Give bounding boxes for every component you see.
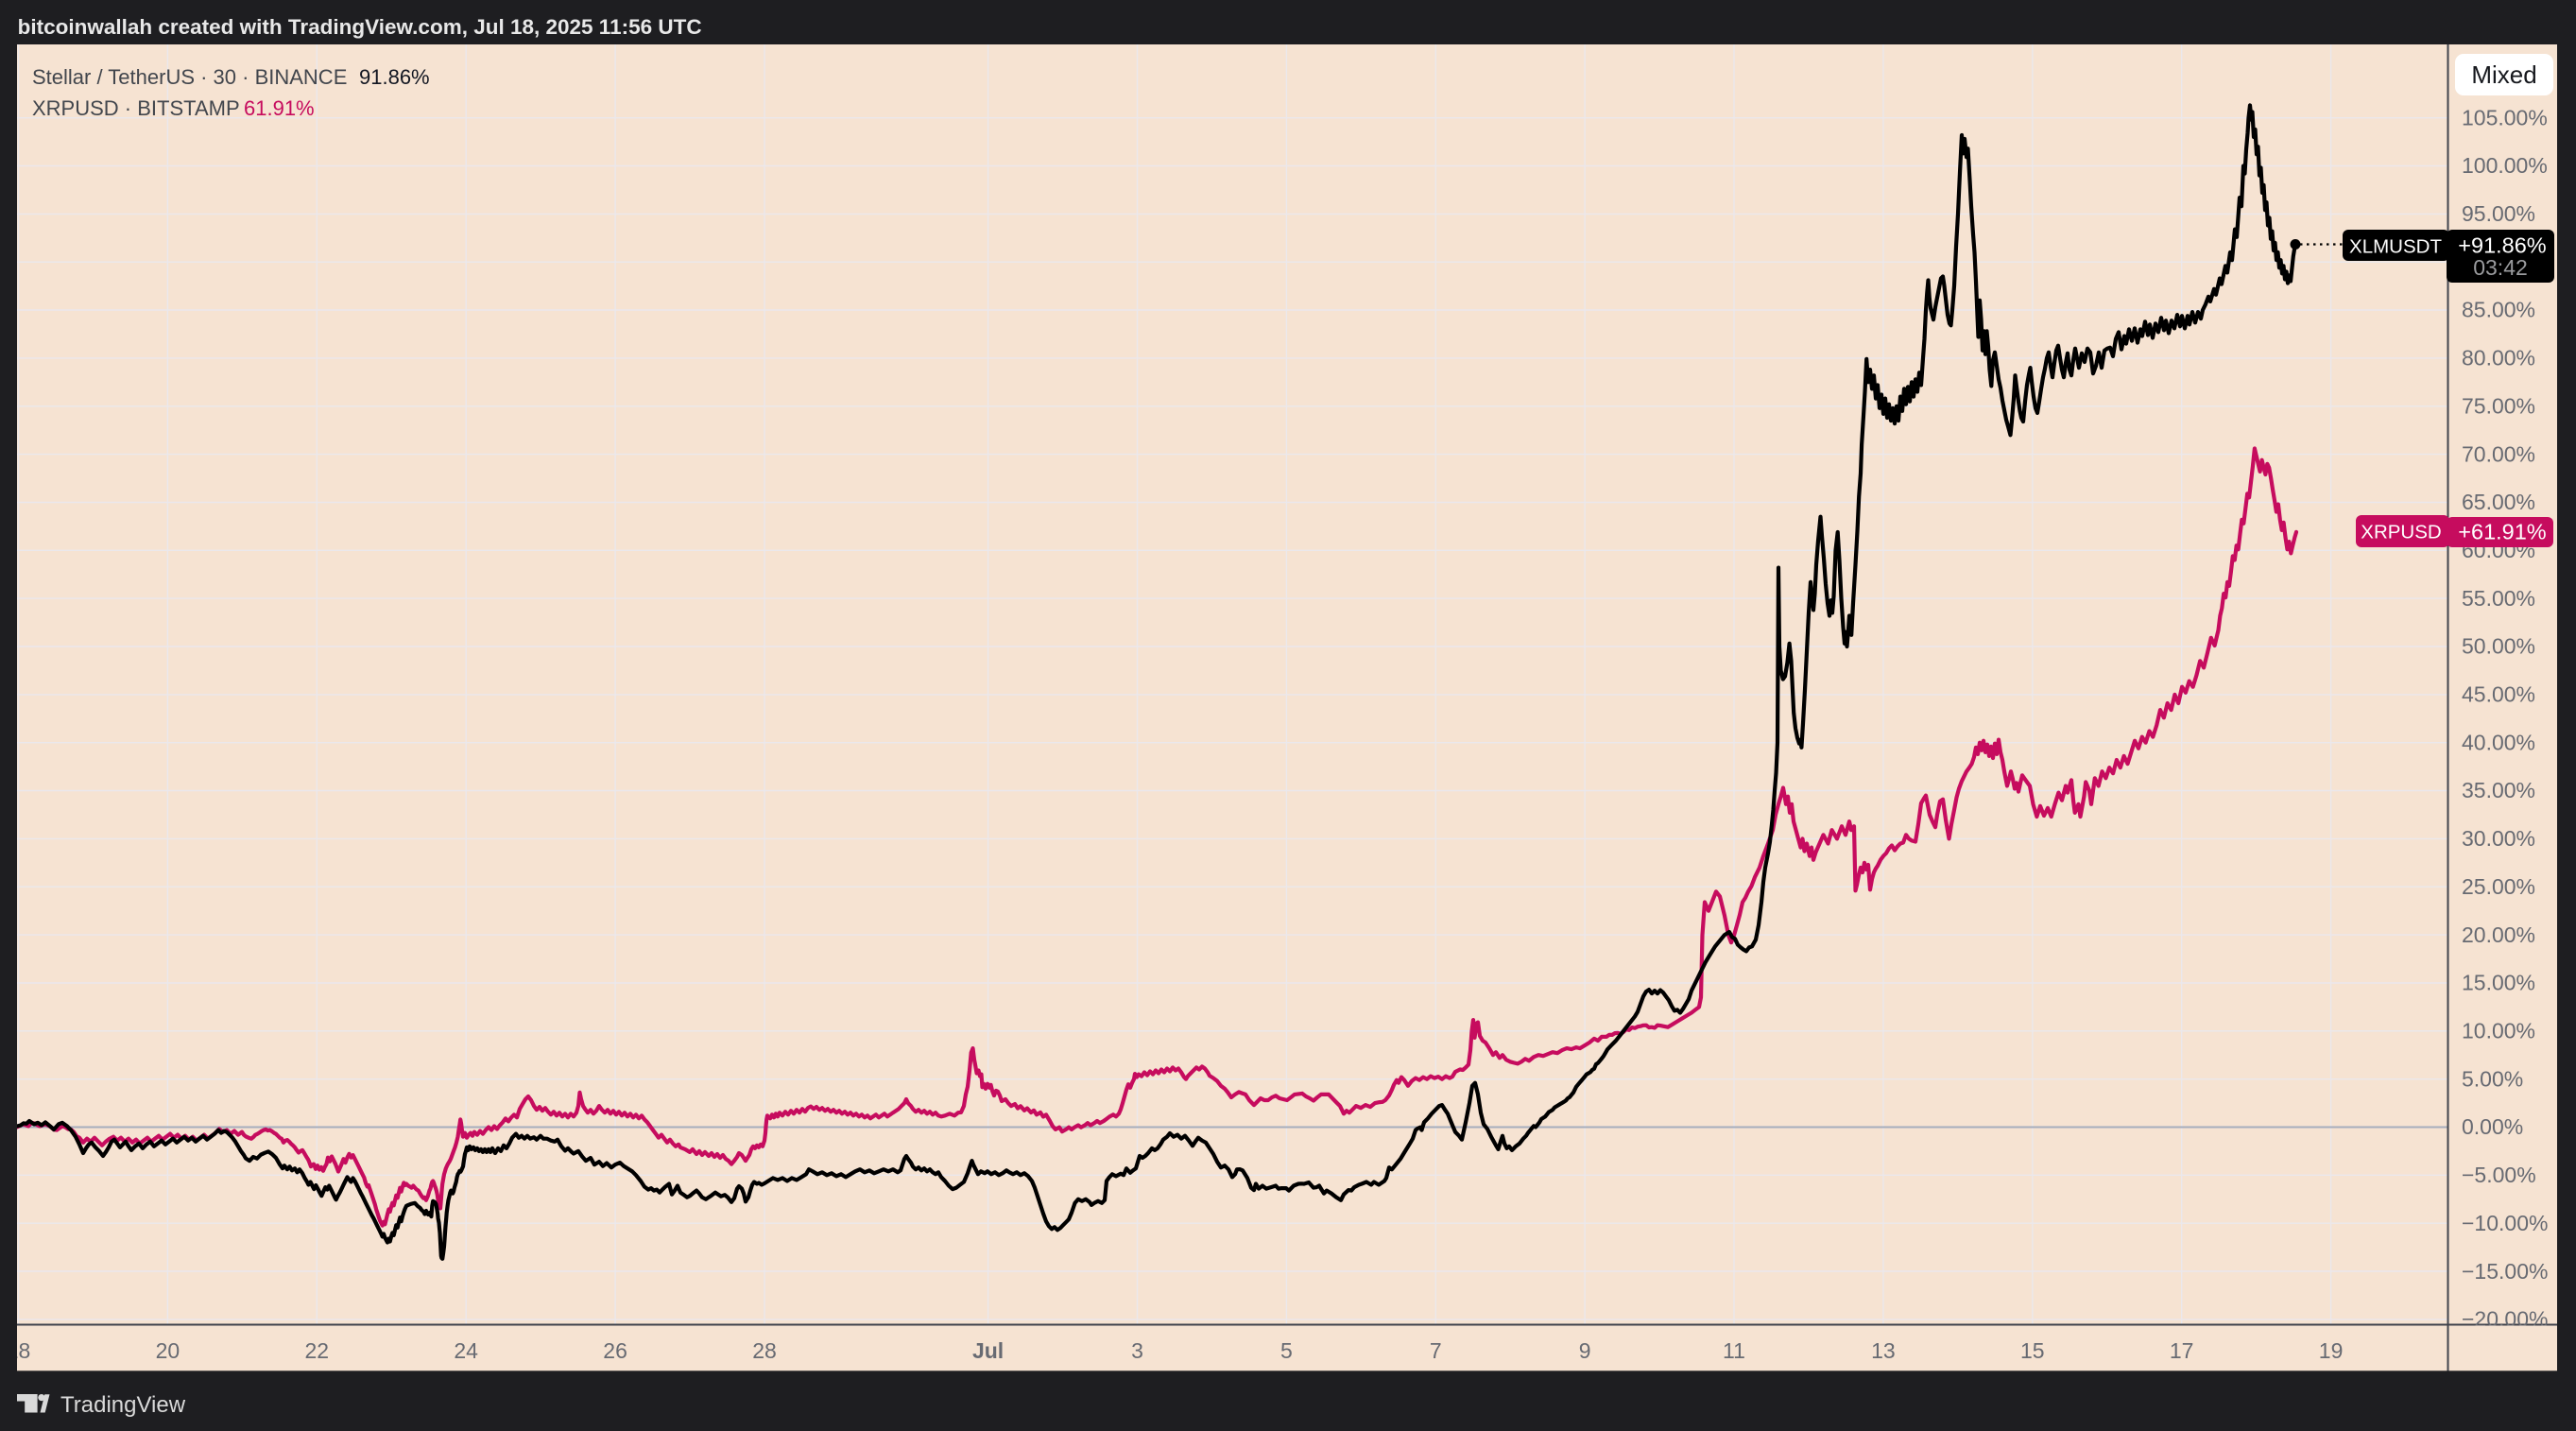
svg-text:03:42: 03:42 xyxy=(2473,255,2528,280)
svg-text:XRPUSD: XRPUSD xyxy=(2361,522,2441,543)
svg-text:100.00%: 100.00% xyxy=(2462,153,2548,178)
svg-text:−20.00%: −20.00% xyxy=(2462,1307,2548,1332)
svg-text:75.00%: 75.00% xyxy=(2462,393,2535,418)
svg-text:55.00%: 55.00% xyxy=(2462,586,2535,611)
svg-text:25.00%: 25.00% xyxy=(2462,874,2535,899)
svg-text:11: 11 xyxy=(1723,1338,1745,1363)
svg-text:10.00%: 10.00% xyxy=(2462,1019,2535,1043)
svg-text:20: 20 xyxy=(156,1338,180,1363)
svg-text:19: 19 xyxy=(2319,1338,2344,1363)
svg-text:80.00%: 80.00% xyxy=(2462,346,2535,371)
svg-text:XRPUSD · BITSTAMP: XRPUSD · BITSTAMP xyxy=(32,96,240,120)
svg-text:Stellar / TetherUS · 30 · BINA: Stellar / TetherUS · 30 · BINANCE xyxy=(32,65,347,89)
svg-text:61.91%: 61.91% xyxy=(244,96,315,120)
svg-text:30.00%: 30.00% xyxy=(2462,826,2535,851)
svg-text:105.00%: 105.00% xyxy=(2462,105,2548,129)
svg-text:15.00%: 15.00% xyxy=(2462,971,2535,995)
svg-text:13: 13 xyxy=(1871,1338,1896,1363)
svg-text:−10.00%: −10.00% xyxy=(2462,1211,2548,1235)
svg-text:XLMUSDT: XLMUSDT xyxy=(2349,236,2442,258)
svg-text:15: 15 xyxy=(2020,1338,2045,1363)
svg-text:95.00%: 95.00% xyxy=(2462,201,2535,226)
svg-text:7: 7 xyxy=(1430,1338,1442,1363)
svg-text:26: 26 xyxy=(603,1338,627,1363)
svg-text:0.00%: 0.00% xyxy=(2462,1114,2523,1139)
svg-text:40.00%: 40.00% xyxy=(2462,730,2535,754)
svg-text:+91.86%: +91.86% xyxy=(2458,233,2547,258)
svg-text:TradingView: TradingView xyxy=(60,1392,186,1418)
svg-text:−5.00%: −5.00% xyxy=(2462,1163,2536,1187)
svg-text:24: 24 xyxy=(454,1338,478,1363)
svg-text:Jul: Jul xyxy=(972,1338,1004,1363)
svg-text:70.00%: 70.00% xyxy=(2462,441,2535,466)
svg-text:28: 28 xyxy=(752,1338,777,1363)
svg-text:35.00%: 35.00% xyxy=(2462,778,2535,802)
svg-text:9: 9 xyxy=(1579,1338,1591,1363)
svg-text:20.00%: 20.00% xyxy=(2462,922,2535,947)
svg-text:91.86%: 91.86% xyxy=(359,65,430,89)
svg-text:Mixed: Mixed xyxy=(2471,60,2536,89)
svg-text:5.00%: 5.00% xyxy=(2462,1066,2523,1091)
svg-text:5: 5 xyxy=(1280,1338,1293,1363)
svg-text:17: 17 xyxy=(2170,1338,2194,1363)
svg-text:85.00%: 85.00% xyxy=(2462,298,2535,322)
svg-text:3: 3 xyxy=(1131,1338,1143,1363)
svg-text:−15.00%: −15.00% xyxy=(2462,1259,2548,1284)
svg-text:bitcoinwallah created with Tra: bitcoinwallah created with TradingView.c… xyxy=(18,15,702,39)
svg-text:50.00%: 50.00% xyxy=(2462,634,2535,659)
svg-text:22: 22 xyxy=(305,1338,330,1363)
svg-text:+61.91%: +61.91% xyxy=(2458,520,2547,544)
svg-text:65.00%: 65.00% xyxy=(2462,490,2535,514)
svg-text:45.00%: 45.00% xyxy=(2462,682,2535,707)
